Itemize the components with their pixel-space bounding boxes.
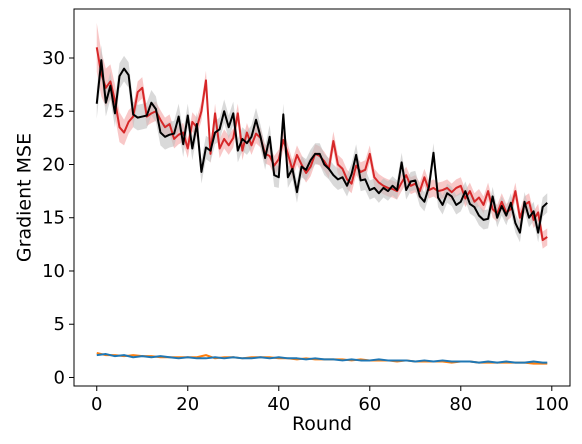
series-lines (95, 47, 548, 365)
y-axis-ticks: 0 5 10 15 20 25 30 (42, 48, 74, 388)
plot-frame (73, 8, 571, 387)
x-tick-label: 0 (91, 394, 102, 415)
series-3-line (96, 353, 548, 364)
x-tick-label: 60 (358, 394, 381, 415)
x-tick-label: 80 (449, 394, 472, 415)
y-axis-label: Gradient MSE (14, 133, 36, 262)
x-tick-label: 20 (176, 394, 199, 415)
x-axis-ticks: 0 20 40 60 80 100 (91, 386, 569, 415)
series-1-line (95, 59, 548, 234)
x-axis-label: Round (292, 413, 352, 435)
y-tick-label: 0 (54, 367, 65, 388)
confidence-bands (96, 22, 548, 249)
y-tick-label: 10 (42, 261, 65, 282)
y-tick-label: 5 (54, 314, 65, 335)
y-tick-label: 25 (42, 101, 65, 122)
x-tick-label: 100 (535, 394, 569, 415)
series-1-band (96, 45, 548, 243)
y-tick-label: 30 (42, 48, 65, 69)
x-tick-label: 40 (267, 394, 290, 415)
y-tick-label: 20 (42, 154, 65, 175)
y-tick-label: 15 (42, 208, 65, 229)
series-0-band (96, 22, 548, 249)
